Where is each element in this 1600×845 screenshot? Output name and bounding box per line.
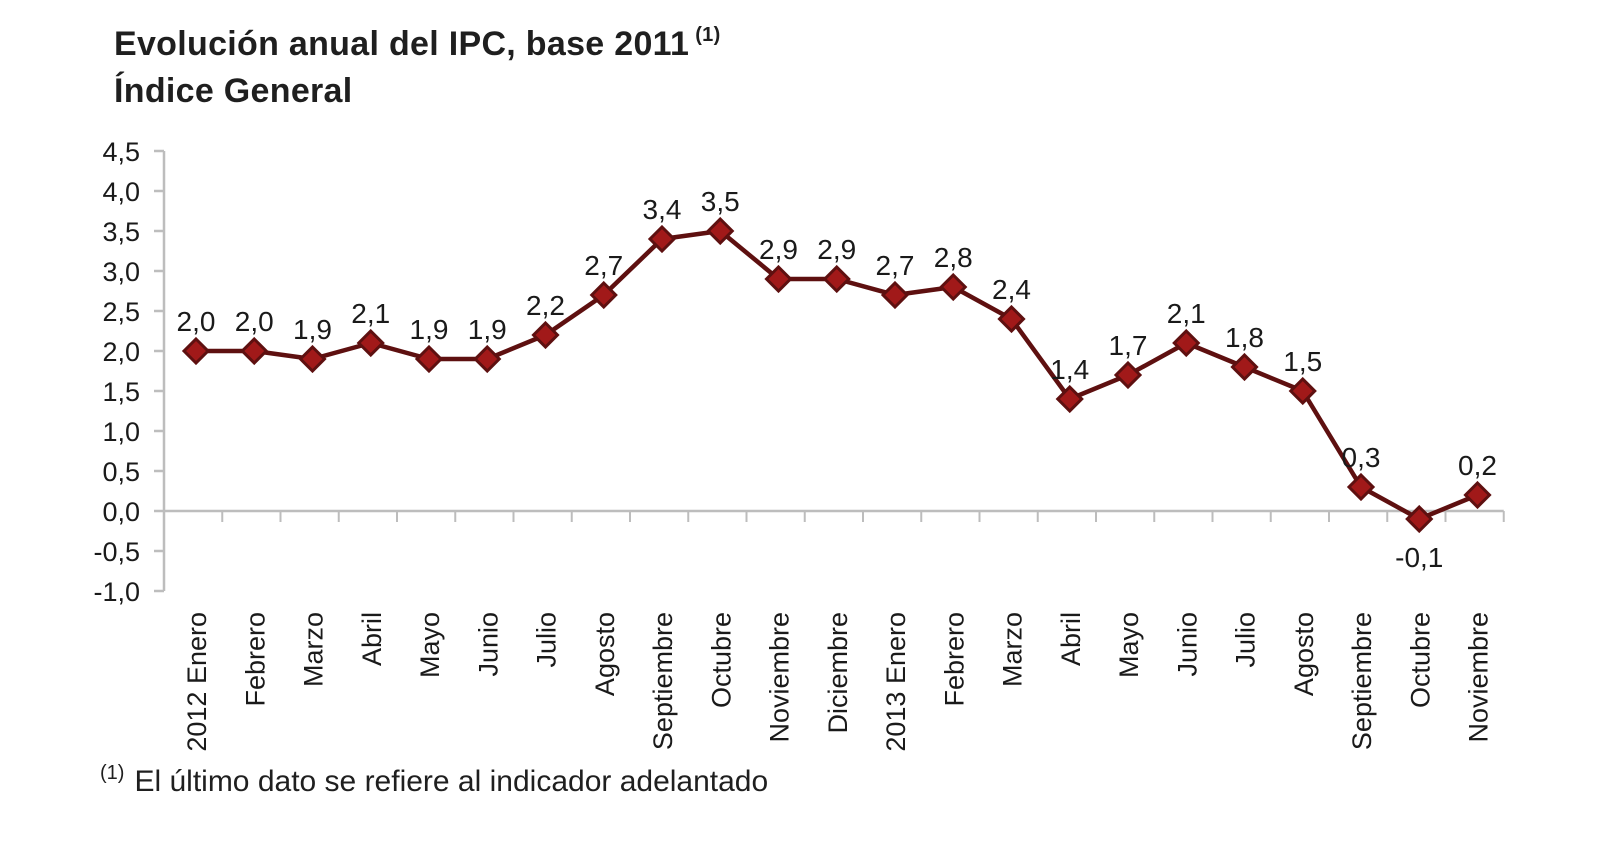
x-tick-label: 2013 Enero [881,612,911,752]
chart-subtitle: Índice General [114,72,353,110]
data-point-marker [1172,328,1201,358]
x-tick-label: Marzo [998,612,1028,687]
y-tick-label: 2,0 [102,337,140,367]
data-point-marker [1288,376,1317,406]
data-point-marker [589,280,618,310]
x-tick-label: Junio [1172,612,1202,677]
y-tick-label: 1,0 [102,417,140,447]
data-point-label: 1,8 [1225,322,1264,353]
data-point-label: 2,7 [876,250,915,281]
data-point-label: 2,9 [759,234,798,265]
x-tick-label: Agosto [1289,612,1319,696]
data-point-label: 2,9 [817,234,856,265]
data-point-label: 2,2 [526,290,565,321]
data-point-label: 2,1 [1167,298,1206,329]
x-tick-label: Mayo [1114,612,1144,678]
x-tick-label: Septiembre [1347,612,1377,750]
data-point-marker [764,264,793,294]
data-point-label: 0,3 [1342,442,1381,473]
data-point-marker [997,304,1026,334]
title-footnote-ref: (1) [695,24,721,46]
y-tick-label: 3,5 [102,217,140,247]
data-point-marker [880,280,910,310]
data-point-label: 2,1 [351,298,390,329]
data-point-label: 1,4 [1050,354,1089,385]
data-point-marker [356,328,385,358]
data-point-marker [531,320,560,350]
chart-title: Evolución anual del IPC, base 2011 [114,25,690,63]
x-tick-label: Agosto [590,612,620,696]
y-tick-label: -0,5 [93,537,140,567]
x-tick-label: 2012 Enero [182,612,212,752]
data-point-marker [414,344,444,374]
title-line-1: Evolución anual del IPC, base 2011 (1) [114,12,721,68]
x-tick-label: Diciembre [823,612,853,734]
data-point-label: 1,9 [468,314,507,345]
y-tick-label: -1,0 [93,577,140,607]
x-tick-label: Julio [532,612,562,668]
x-tick-label: Abril [357,612,387,666]
data-point-marker [939,272,968,302]
data-point-marker [647,224,677,254]
footnote-ref: (1) [100,762,125,784]
x-tick-label: Octubre [706,612,736,708]
x-tick-label: Septiembre [648,612,678,750]
x-tick-label: Mayo [415,612,445,678]
data-point-marker [1463,480,1492,510]
footnote-text: El último dato se refiere al indicador a… [134,765,769,798]
y-tick-label: 2,5 [102,297,140,327]
y-tick-label: 0,0 [102,497,140,527]
data-point-label: 1,7 [1109,330,1148,361]
data-point-label: 3,4 [643,194,682,225]
data-point-label: 2,7 [584,250,623,281]
data-point-label: 0,2 [1458,450,1497,481]
chart-title-block: Evolución anual del IPC, base 2011 (1) Ín… [114,12,721,115]
data-point-marker [1230,352,1259,382]
data-point-marker [181,336,211,366]
data-point-marker [706,216,735,246]
data-point-label: 2,0 [177,306,216,337]
data-point-marker [298,344,327,374]
data-point-marker [1346,472,1376,502]
x-tick-label: Noviembre [1464,612,1494,743]
data-point-label: 2,0 [235,306,274,337]
data-point-marker [822,264,851,294]
x-tick-label: Abril [1056,612,1086,666]
x-tick-label: Marzo [299,612,329,687]
y-tick-label: 4,5 [102,137,140,167]
x-tick-label: Octubre [1405,612,1435,708]
data-point-label: -0,1 [1395,542,1443,573]
y-tick-label: 0,5 [102,457,140,487]
data-point-marker [1113,360,1143,390]
data-point-label: 2,4 [992,274,1031,305]
data-point-marker [473,344,502,374]
data-point-label: 1,9 [410,314,449,345]
data-point-marker [1405,504,1434,534]
y-tick-label: 3,0 [102,257,140,287]
x-tick-label: Junio [473,612,503,677]
data-point-marker [1055,384,1084,414]
data-point-label: 2,8 [934,242,973,273]
data-point-label: 1,5 [1283,346,1322,377]
data-point-label: 3,5 [701,186,740,217]
data-point-marker [240,336,269,366]
y-tick-label: 1,5 [102,377,140,407]
x-tick-label: Julio [1231,612,1261,668]
data-point-label: 1,9 [293,314,332,345]
y-tick-label: 4,0 [102,177,140,207]
x-tick-label: Noviembre [765,612,795,743]
footnote: (1) El último dato se refiere al indicado… [100,762,768,799]
x-tick-label: Febrero [939,612,969,707]
x-tick-label: Febrero [240,612,270,707]
